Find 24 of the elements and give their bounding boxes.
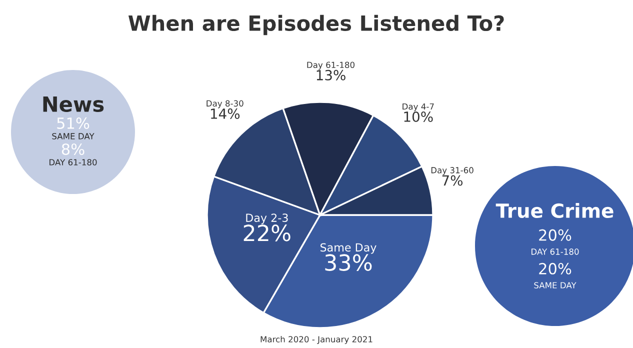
text: DAY 61-180: [532, 248, 579, 255]
text: 20%: [539, 229, 572, 241]
data-label: 22%: [244, 224, 290, 242]
text: 20%: [539, 262, 572, 274]
slice-label: Day 8-30: [206, 100, 244, 108]
data-label: 14%: [210, 108, 240, 119]
text: News: [43, 96, 104, 112]
slice-label: Day 61-180: [307, 62, 355, 70]
slice-label: Same Day: [320, 243, 376, 254]
text: March 2020 - January 2021: [260, 336, 372, 344]
data-label: 33%: [325, 254, 372, 271]
text: 51%: [57, 117, 90, 129]
data-label: 7%: [442, 175, 463, 186]
data-label: 13%: [316, 70, 346, 80]
text: SAME DAY: [52, 133, 94, 140]
text: 8%: [62, 143, 84, 156]
slice-label: Day 31-60: [431, 167, 474, 175]
text: DAY 61-180: [50, 159, 97, 166]
chart-title: When are Episodes Listened To?: [128, 14, 504, 36]
data-label: 10%: [404, 112, 433, 122]
text: SAME DAY: [534, 282, 576, 288]
slice-label: Day 4-7: [402, 103, 434, 112]
slice-label: Day 2-3: [246, 214, 288, 224]
text: True Crime: [496, 202, 614, 218]
